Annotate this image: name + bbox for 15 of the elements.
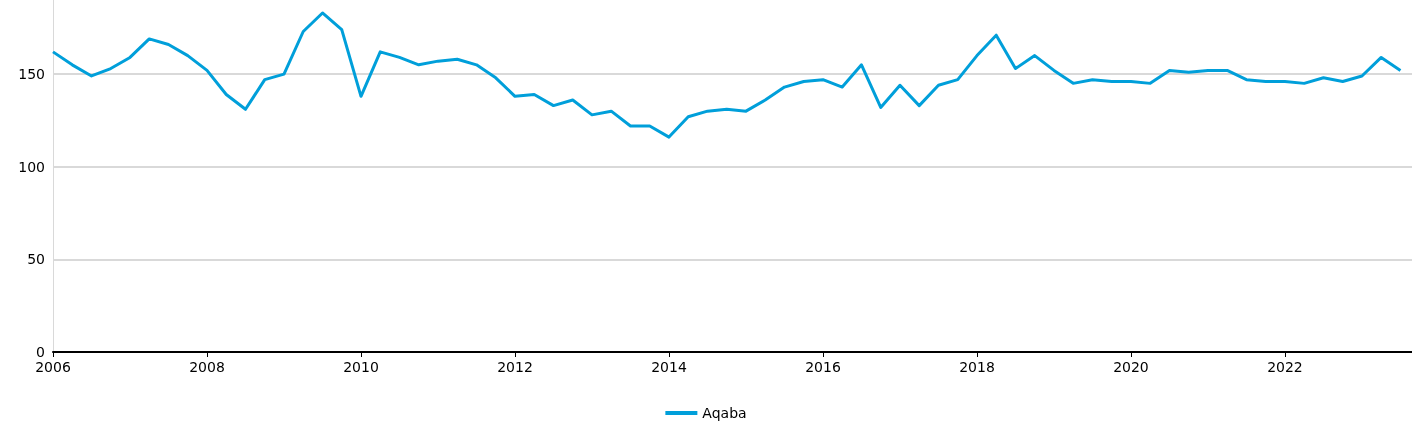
y-tick-label: 0 — [36, 344, 45, 360]
legend-label: Aqaba — [702, 405, 747, 421]
x-tick-label: 2018 — [959, 359, 995, 375]
x-tick-label: 2010 — [343, 359, 379, 375]
y-tick-label: 50 — [27, 251, 45, 268]
x-tick-label: 2014 — [651, 359, 687, 375]
line-series — [51, 11, 1402, 139]
x-tick-label: 2020 — [1113, 359, 1149, 375]
y-tick-label: 150 — [18, 66, 45, 83]
y-tick-label: 100 — [18, 158, 45, 175]
x-tick-label: 2008 — [189, 359, 225, 375]
x-tick-label: 2006 — [35, 359, 71, 375]
x-tick-label: 2016 — [805, 359, 841, 375]
x-tick-label: 2022 — [1267, 359, 1303, 375]
x-tick-label: 2012 — [497, 359, 533, 375]
